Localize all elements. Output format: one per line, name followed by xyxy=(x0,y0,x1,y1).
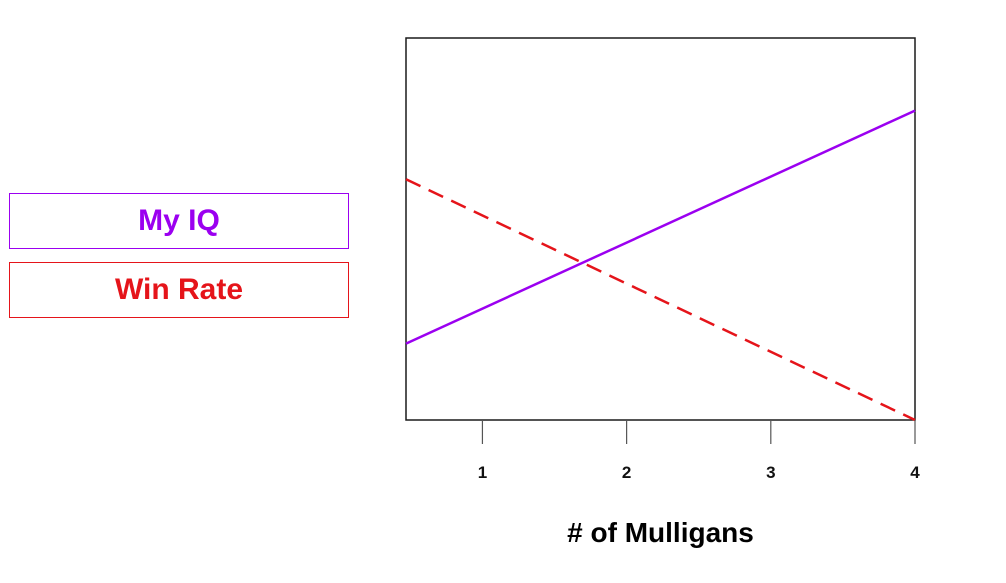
series-group xyxy=(405,109,916,422)
series-line-my-iq xyxy=(405,109,916,345)
x-tick-label: 1 xyxy=(478,463,487,482)
x-tick-label: 3 xyxy=(766,463,775,482)
legend-item-my-iq: My IQ xyxy=(9,193,349,249)
legend-label-my-iq: My IQ xyxy=(138,204,220,237)
x-axis-title: # of Mulligans xyxy=(567,517,754,548)
legend-label-win-rate: Win Rate xyxy=(114,273,244,306)
series-line-win-rate xyxy=(405,178,916,422)
plot-frame xyxy=(405,37,916,421)
legend-item-win-rate: Win Rate xyxy=(9,262,349,318)
x-tick-label: 2 xyxy=(622,463,631,482)
x-tick-label: 4 xyxy=(910,463,920,482)
x-axis: 1 2 3 4 xyxy=(478,420,920,482)
